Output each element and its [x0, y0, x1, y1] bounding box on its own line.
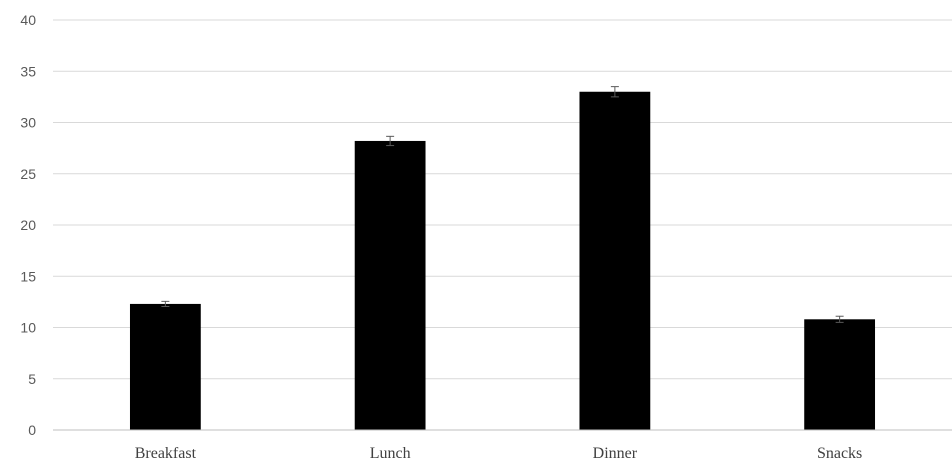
y-tick-label: 5 — [28, 371, 36, 387]
bars — [129, 91, 876, 430]
y-tick-label: 20 — [20, 217, 36, 233]
y-tick-label: 35 — [20, 63, 36, 79]
y-tick-label: 40 — [20, 12, 36, 28]
gridlines — [53, 19, 952, 380]
bar-dinner — [579, 91, 651, 430]
errorbar-breakfast — [161, 300, 170, 307]
bar-breakfast — [129, 303, 201, 430]
y-tick-label: 10 — [20, 320, 36, 336]
x-tick-label-lunch: Lunch — [370, 445, 411, 462]
y-axis-tick-labels: 0 5 10 15 20 25 30 35 40 — [20, 12, 36, 438]
y-tick-label: 30 — [20, 115, 36, 131]
x-axis-tick-labels: Breakfast Lunch Dinner Snacks — [135, 445, 863, 462]
bar-lunch — [354, 140, 426, 430]
x-tick-label-dinner: Dinner — [593, 445, 638, 462]
errorbar-dinner — [610, 86, 619, 98]
errorbar-lunch — [386, 135, 395, 147]
y-tick-label: 15 — [20, 268, 36, 284]
y-tick-label: 25 — [20, 166, 36, 182]
x-tick-label-breakfast: Breakfast — [135, 445, 197, 462]
x-tick-label-snacks: Snacks — [817, 445, 862, 462]
errorbar-snacks — [835, 315, 844, 323]
y-tick-label: 0 — [28, 422, 36, 438]
bar-snacks — [804, 319, 876, 430]
error-bars — [161, 86, 844, 323]
